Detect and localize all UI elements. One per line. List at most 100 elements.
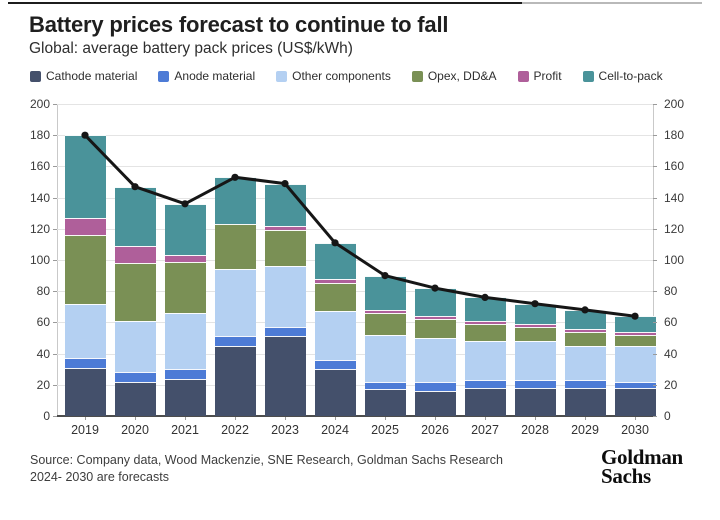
y-axis-tick: [653, 416, 657, 417]
bar-segment: [164, 255, 206, 262]
y-axis-label-right: 20: [664, 377, 678, 392]
x-axis-tick: [285, 417, 286, 420]
y-axis-label-left: 120: [29, 221, 50, 236]
y-axis-label-left: 180: [29, 128, 50, 143]
bar-segment: [164, 369, 206, 379]
x-axis-label: 2030: [621, 423, 649, 437]
bar-segment: [64, 217, 106, 236]
legend-label: Opex, DD&A: [427, 69, 497, 83]
y-axis-tick: [653, 322, 657, 324]
bar-segment: [564, 331, 606, 346]
bar-segment: [464, 323, 506, 342]
x-axis-tick: [185, 417, 186, 420]
bar-segment: [264, 327, 306, 337]
bar-segment: [564, 380, 606, 388]
y-axis-tick: [53, 353, 57, 355]
bar-segment: [314, 369, 356, 416]
bar-segment: [364, 381, 406, 390]
bar-segment: [164, 203, 206, 256]
bar-segment: [564, 387, 606, 416]
y-axis-label-right: 60: [664, 315, 678, 330]
price-line: [83, 134, 636, 318]
price-line-dot: [181, 200, 189, 208]
bar-segment: [464, 387, 506, 416]
x-axis-label: 2025: [371, 423, 399, 437]
x-axis-label: 2027: [471, 423, 499, 437]
y-axis-tick: [53, 135, 57, 137]
legend-label: Anode material: [174, 69, 256, 83]
y-axis-label-left: 200: [29, 97, 50, 111]
bar-segment: [114, 372, 156, 382]
price-line-dot: [631, 312, 639, 320]
bar-segment: [564, 328, 606, 332]
x-axis-tick: [385, 417, 386, 420]
bar-segment: [614, 334, 656, 346]
x-axis-label: 2023: [271, 423, 299, 437]
x-axis-label: 2020: [121, 423, 149, 437]
bar-segment: [414, 391, 456, 416]
y-axis-label-left: 140: [29, 190, 50, 205]
y-axis-tick: [53, 228, 57, 230]
grid-line: [57, 104, 653, 105]
bar-segment: [414, 381, 456, 392]
bar-segment: [64, 303, 106, 359]
bar-segment: [214, 336, 256, 346]
price-line-dot: [531, 300, 539, 308]
legend-label: Cell-to-pack: [598, 69, 663, 83]
bar-segment: [214, 345, 256, 416]
y-axis-tick: [53, 197, 57, 199]
y-axis-tick: [653, 104, 657, 105]
bar-segment: [164, 378, 206, 416]
plot-area: [57, 104, 656, 417]
legend-label: Cathode material: [46, 69, 138, 83]
y-axis-label-left: 0: [43, 409, 50, 423]
bar-segment: [364, 334, 406, 382]
y-axis-tick: [53, 384, 57, 386]
y-axis-tick: [653, 353, 657, 355]
legend-swatch-icon: [30, 70, 41, 82]
goldman-sachs-logo: Goldman Sachs: [601, 447, 683, 487]
legend: Cathode material Anode material Other comp…: [30, 69, 663, 83]
legend-item: Opex, DD&A: [411, 69, 497, 83]
y-axis-tick: [653, 166, 657, 168]
y-axis-label-left: 40: [36, 346, 50, 361]
legend-swatch-icon: [411, 70, 423, 82]
bar-segment: [514, 341, 556, 381]
source-line-1: Source: Company data, Wood Mackenzie, SN…: [30, 453, 503, 467]
bar-segment: [314, 311, 356, 360]
price-line-dot: [381, 272, 389, 280]
y-axis-label-right: 140: [664, 190, 685, 205]
bar-segment: [214, 224, 256, 270]
x-axis-label: 2022: [221, 423, 249, 437]
bar-segment: [414, 316, 456, 320]
top-rule-accent: [8, 2, 522, 4]
bar-segment: [114, 263, 156, 321]
bar-segment: [614, 387, 656, 416]
bar-segment: [364, 389, 406, 416]
y-axis-tick: [653, 291, 657, 293]
y-axis-label-left: 100: [29, 253, 50, 267]
bar-segment: [164, 261, 206, 314]
bar-segment: [314, 278, 356, 284]
legend-item: Cell-to-pack: [582, 69, 663, 83]
legend-item: Anode material: [158, 69, 255, 83]
price-line-dot: [281, 180, 289, 188]
legend-label: Other components: [292, 69, 391, 83]
bar-segment: [514, 380, 556, 388]
bar-segment: [114, 245, 156, 264]
x-axis-tick: [435, 417, 436, 420]
bar-segment: [64, 367, 106, 416]
bar-segment: [314, 283, 356, 312]
x-axis-tick: [85, 417, 86, 420]
y-axis-tick: [53, 104, 57, 105]
bar-segment: [464, 380, 506, 388]
bar-segment: [464, 320, 506, 324]
y-axis-label-right: 100: [664, 253, 685, 267]
legend-item: Cathode material: [30, 69, 137, 83]
source-note: Source: Company data, Wood Mackenzie, SN…: [30, 452, 503, 486]
y-axis-tick: [53, 166, 57, 168]
price-line-dot: [231, 173, 239, 181]
legend-item: Other components: [276, 69, 391, 83]
x-axis-label: 2021: [171, 423, 199, 437]
bar-segment: [264, 266, 306, 328]
